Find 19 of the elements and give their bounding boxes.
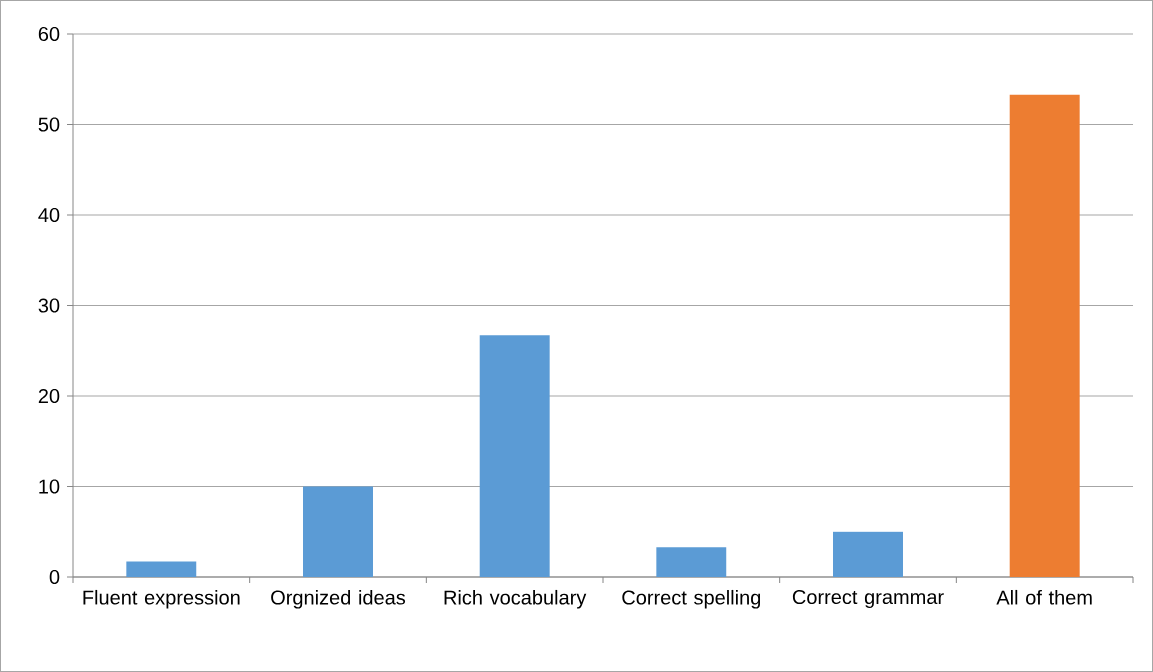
y-tick-label: 0 xyxy=(49,569,60,585)
bar xyxy=(126,561,197,577)
x-tick-label: Correct grammar xyxy=(792,589,944,609)
x-tick-label: Correct spelling xyxy=(622,589,761,609)
y-tick-label: 20 xyxy=(38,388,60,404)
y-tick-label: 10 xyxy=(39,479,60,494)
bar xyxy=(479,335,550,577)
y-tick-label: 30 xyxy=(38,298,60,313)
x-tick-label: All of them xyxy=(996,589,1092,605)
y-tick-label: 50 xyxy=(38,117,60,132)
bar xyxy=(656,547,727,577)
bar xyxy=(833,531,904,577)
x-tick-label: Orgnized ideas xyxy=(271,589,406,609)
x-tick-label: Fluent expression xyxy=(83,589,240,609)
bar xyxy=(1009,94,1080,577)
y-tick-label: 40 xyxy=(38,207,60,223)
y-tick-label: 60 xyxy=(38,26,60,42)
bar xyxy=(303,486,373,577)
x-tick-label: Rich vocabulary xyxy=(444,589,587,609)
